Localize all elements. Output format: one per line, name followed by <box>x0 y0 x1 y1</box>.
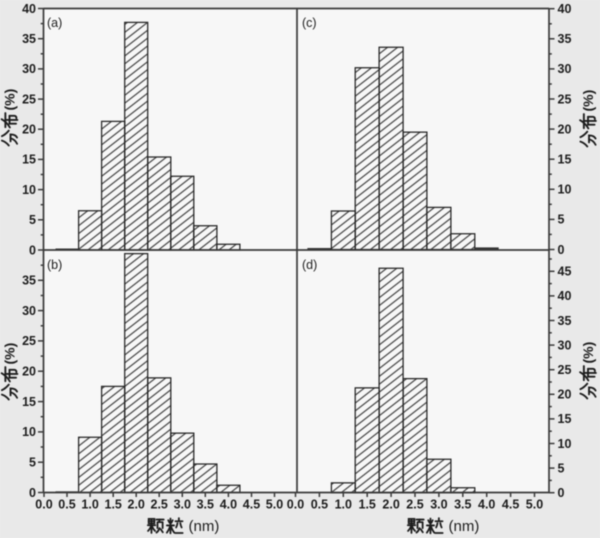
svg-text:30: 30 <box>558 338 572 352</box>
svg-text:30: 30 <box>558 62 572 76</box>
svg-text:2.5: 2.5 <box>406 498 423 512</box>
svg-text:25: 25 <box>22 92 36 106</box>
svg-text:1.0: 1.0 <box>335 498 352 512</box>
svg-text:35: 35 <box>558 32 572 46</box>
svg-text:20: 20 <box>558 122 572 136</box>
svg-text:1.5: 1.5 <box>359 498 376 512</box>
svg-text:30: 30 <box>22 62 36 76</box>
svg-text:15: 15 <box>558 153 572 167</box>
svg-text:2.0: 2.0 <box>128 498 145 512</box>
svg-text:20: 20 <box>22 365 36 379</box>
svg-text:4.5: 4.5 <box>243 498 260 512</box>
svg-text:3.5: 3.5 <box>197 498 214 512</box>
svg-text:1.0: 1.0 <box>81 498 98 512</box>
svg-text:(nm): (nm) <box>189 518 220 535</box>
svg-text:2.0: 2.0 <box>382 498 399 512</box>
svg-text:5: 5 <box>29 456 36 470</box>
svg-text:0: 0 <box>29 243 36 257</box>
svg-text:5: 5 <box>29 213 36 227</box>
svg-text:40: 40 <box>22 2 36 16</box>
svg-text:4.5: 4.5 <box>502 498 519 512</box>
svg-text:5: 5 <box>558 461 565 475</box>
svg-text:3.0: 3.0 <box>430 498 447 512</box>
svg-text:10: 10 <box>22 183 36 197</box>
svg-text:20: 20 <box>22 123 36 137</box>
svg-text:(%): (%) <box>1 343 17 365</box>
svg-text:35: 35 <box>22 274 36 288</box>
svg-text:(b): (b) <box>47 258 62 272</box>
svg-text:0.0: 0.0 <box>35 498 52 512</box>
svg-text:0: 0 <box>29 486 36 500</box>
svg-text:(%): (%) <box>580 342 596 364</box>
svg-text:(c): (c) <box>302 16 317 30</box>
svg-text:35: 35 <box>558 314 572 328</box>
svg-text:20: 20 <box>558 388 572 402</box>
svg-text:0.5: 0.5 <box>311 498 328 512</box>
svg-text:0: 0 <box>558 486 565 500</box>
svg-text:4.0: 4.0 <box>478 498 495 512</box>
svg-text:3.5: 3.5 <box>454 498 471 512</box>
svg-text:3.0: 3.0 <box>174 498 191 512</box>
svg-text:10: 10 <box>558 183 572 197</box>
svg-text:15: 15 <box>558 412 572 426</box>
svg-text:5.0: 5.0 <box>266 498 283 512</box>
svg-text:(a): (a) <box>47 16 62 30</box>
svg-text:(%): (%) <box>580 90 596 112</box>
svg-text:25: 25 <box>558 92 572 106</box>
svg-text:0.5: 0.5 <box>58 498 75 512</box>
svg-text:2.5: 2.5 <box>151 498 168 512</box>
svg-text:35: 35 <box>22 32 36 46</box>
svg-text:10: 10 <box>558 437 572 451</box>
svg-text:40: 40 <box>558 2 572 16</box>
svg-text:5: 5 <box>558 213 565 227</box>
svg-text:25: 25 <box>558 363 572 377</box>
svg-text:25: 25 <box>22 334 36 348</box>
svg-text:30: 30 <box>22 304 36 318</box>
svg-text:40: 40 <box>558 289 572 303</box>
svg-text:(%): (%) <box>1 89 17 111</box>
svg-text:(d): (d) <box>302 258 317 272</box>
svg-text:15: 15 <box>22 153 36 167</box>
svg-text:5.0: 5.0 <box>526 498 543 512</box>
svg-text:(nm): (nm) <box>449 518 480 535</box>
svg-text:45: 45 <box>558 265 572 279</box>
svg-text:0.0: 0.0 <box>287 498 304 512</box>
svg-text:1.5: 1.5 <box>105 498 122 512</box>
svg-text:10: 10 <box>22 425 36 439</box>
svg-text:0: 0 <box>558 243 565 257</box>
svg-text:15: 15 <box>22 395 36 409</box>
svg-text:4.0: 4.0 <box>220 498 237 512</box>
